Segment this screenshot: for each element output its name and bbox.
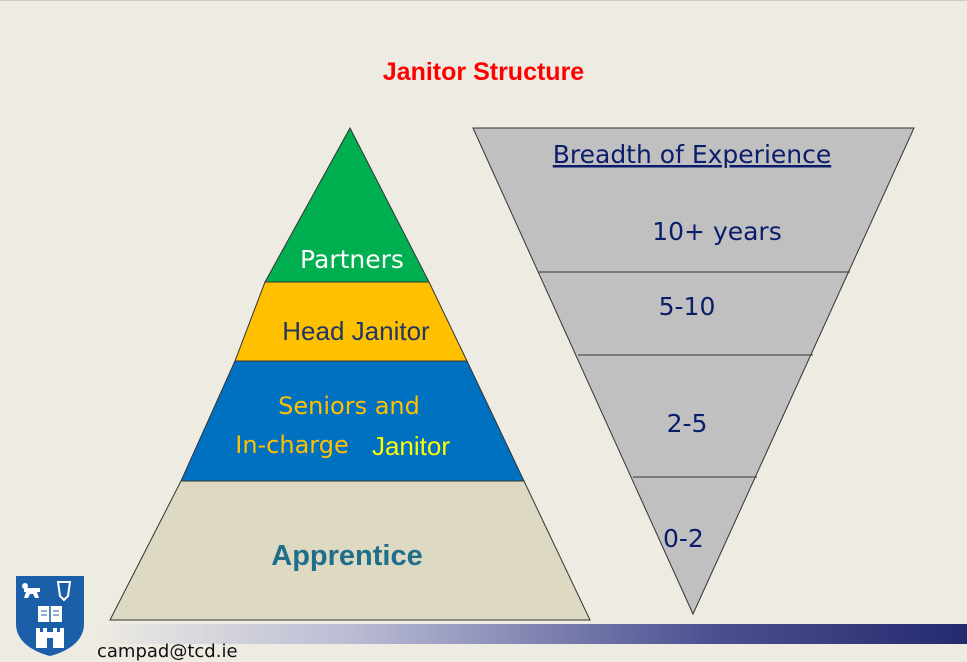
slide-title: Janitor Structure: [382, 58, 585, 86]
tcd-crest-logo: [16, 576, 84, 656]
pyramid: Partners Head Janitor Seniors and In-cha…: [109, 126, 591, 621]
label-seniors-line2b: Janitor: [372, 431, 450, 461]
label-apprentice: Apprentice: [271, 540, 422, 572]
footer-email: campad@tcd.ie: [97, 641, 238, 662]
funnel-band-10plus: 10+ years: [652, 217, 782, 246]
pyramid-level-seniors: [180, 360, 525, 482]
label-partners: Partners: [300, 245, 404, 274]
experience-funnel: Breadth of Experience 10+ years 5-10 2-5…: [472, 127, 915, 616]
label-seniors-line1: Seniors and: [278, 392, 420, 420]
footer-bar: [95, 624, 967, 644]
funnel-band-5-10: 5-10: [659, 292, 716, 321]
funnel-band-0-2: 0-2: [663, 524, 704, 553]
label-seniors-line2a: In-charge: [235, 431, 349, 459]
funnel-band-2-5: 2-5: [667, 409, 708, 438]
label-head-janitor: Head Janitor: [282, 316, 430, 346]
funnel-heading: Breadth of Experience: [553, 140, 832, 169]
pyramid-level-apprentice: [109, 480, 591, 621]
top-divider: [0, 0, 967, 1]
funnel-shape: [472, 127, 915, 616]
